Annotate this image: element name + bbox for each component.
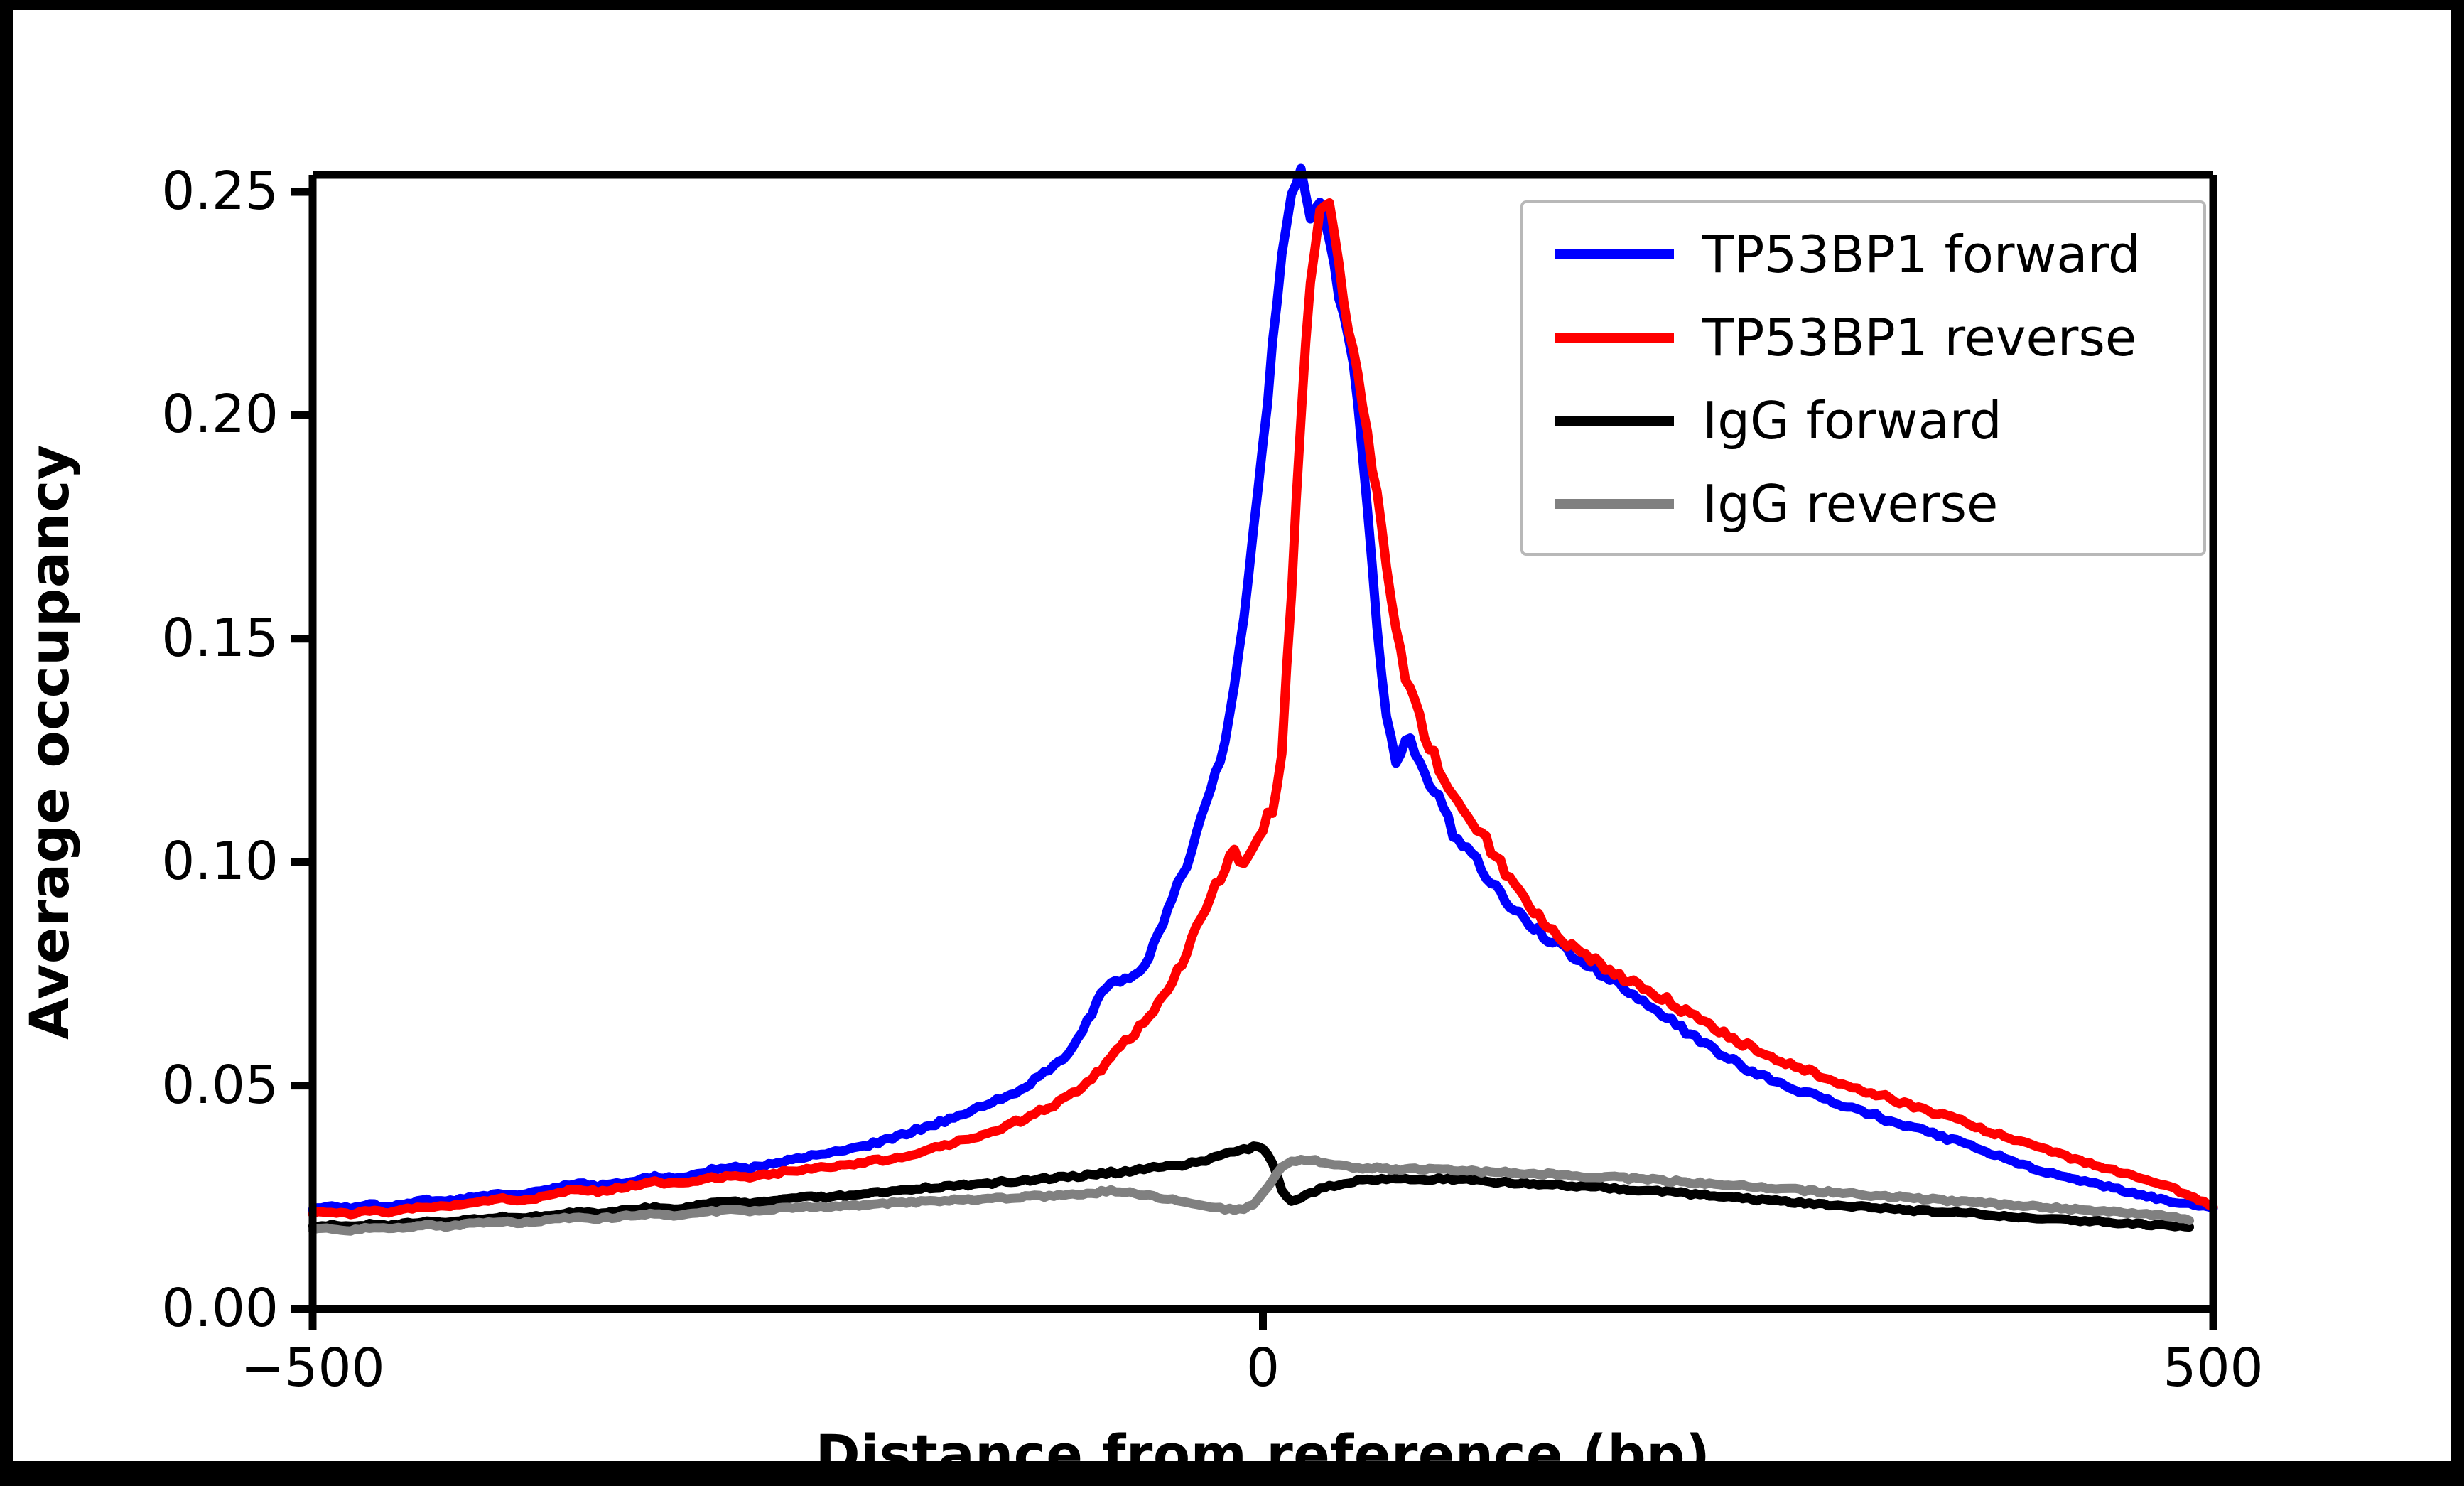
y-tick-label: 0.15 bbox=[161, 607, 279, 669]
x-tick-label: 0 bbox=[1245, 1337, 1280, 1399]
legend-label: TP53BP1 forward bbox=[1702, 225, 2141, 284]
y-tick-label: 0.25 bbox=[161, 161, 279, 222]
x-tick-label: −500 bbox=[240, 1337, 385, 1399]
y-tick-label: 0.00 bbox=[161, 1278, 279, 1339]
legend-label: IgG reverse bbox=[1702, 474, 1999, 534]
figure-canvas: Average occupancy Distance from referenc… bbox=[13, 10, 2451, 1486]
chart-plot-svg bbox=[291, 163, 2218, 1330]
series-line-igg-reverse bbox=[308, 1155, 2195, 1236]
legend-label: IgG forward bbox=[1702, 391, 2002, 451]
y-tick-label: 0.05 bbox=[161, 1054, 279, 1116]
chart-legend: TP53BP1 forward TP53BP1 reverse IgG forwar… bbox=[1520, 200, 2206, 556]
plot-area bbox=[13, 10, 2451, 1461]
legend-item-tp53bp1-reverse[interactable]: TP53BP1 reverse bbox=[1523, 298, 2203, 377]
legend-color-swatch bbox=[1555, 249, 1674, 259]
y-tick-label: 0.10 bbox=[161, 831, 279, 893]
x-tick-label: 500 bbox=[2163, 1337, 2264, 1399]
y-tick-label: 0.20 bbox=[161, 384, 279, 446]
legend-color-swatch bbox=[1555, 333, 1674, 343]
legend-item-igg-reverse[interactable]: IgG reverse bbox=[1523, 464, 2203, 544]
legend-item-igg-forward[interactable]: IgG forward bbox=[1523, 381, 2203, 461]
series-line-tp53bp1-reverse bbox=[308, 198, 2218, 1220]
legend-item-tp53bp1-forward[interactable]: TP53BP1 forward bbox=[1523, 215, 2203, 294]
legend-color-swatch bbox=[1555, 499, 1674, 509]
series-line-igg-forward bbox=[308, 1141, 2195, 1232]
legend-label: TP53BP1 reverse bbox=[1702, 308, 2137, 367]
y-axis-title: Average occupancy bbox=[18, 444, 81, 1040]
x-axis-title: Distance from reference (bp) bbox=[815, 1423, 1711, 1486]
legend-color-swatch bbox=[1555, 416, 1674, 426]
